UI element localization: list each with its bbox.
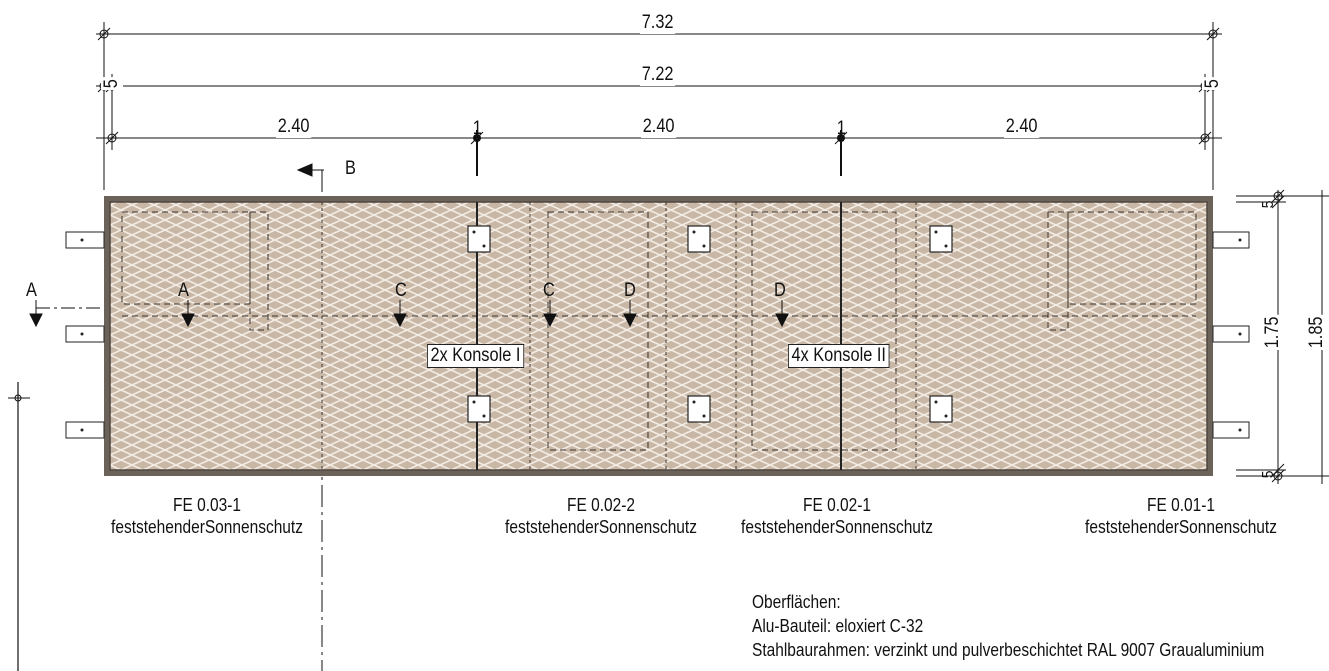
- dim-joint-1: 1: [472, 118, 482, 139]
- element-code: FE 0.02-2: [567, 495, 635, 515]
- dim-bay-1: 2.40: [276, 116, 312, 138]
- console-right-label: 4x Konsole II: [788, 344, 890, 368]
- section-d-left-label: D: [624, 280, 636, 301]
- dim-overall-outer: 7.32: [640, 12, 676, 34]
- section-a-inner-label: A: [178, 280, 189, 301]
- dim-bay-2: 2.40: [641, 116, 677, 138]
- section-a-outer-label: A: [26, 280, 37, 301]
- hidden-outlines: [121, 211, 1197, 451]
- section-c-left-label: C: [395, 280, 407, 301]
- dim-bay-3: 2.40: [1004, 116, 1040, 138]
- notes-line-aluminium: Alu-Bauteil: eloxiert C-32: [752, 616, 924, 636]
- section-b-label: B: [345, 158, 356, 179]
- dim-height-inner: 1.75: [1262, 314, 1284, 350]
- dim-top-offset: 5: [1260, 200, 1277, 209]
- panel-joints: [321, 202, 917, 470]
- dim-end-offset-right: 5: [1202, 77, 1224, 90]
- dim-end-offset-left: 5: [101, 77, 123, 90]
- notes-title: Oberflächen:: [752, 592, 841, 612]
- dimension-lines: [96, 22, 1222, 190]
- element-code: FE 0.03-1: [173, 495, 241, 515]
- notes-line-steel-frame: Stahlbaurahmen: verzinkt und pulverbesch…: [752, 640, 1265, 660]
- console-left-label: 2x Konsole I: [427, 344, 524, 368]
- section-d-right-label: D: [774, 280, 786, 301]
- element-type: feststehenderSonnenschutz: [741, 517, 933, 537]
- section-c-right-label: C: [543, 280, 555, 301]
- element-type: feststehenderSonnenschutz: [505, 517, 697, 537]
- element-code: FE 0.02-1: [803, 495, 871, 515]
- element-type: feststehenderSonnenschutz: [111, 517, 303, 537]
- section-a-marker: [8, 300, 104, 671]
- dim-overall-inner: 7.22: [640, 64, 676, 86]
- element-label-fe-0-02-1: FE 0.02-1 feststehenderSonnenschutz: [738, 494, 936, 538]
- element-code: FE 0.01-1: [1147, 495, 1215, 515]
- section-arrows: [181, 300, 789, 328]
- sun-screen-panel: [104, 196, 1213, 476]
- surface-notes: Oberflächen: Alu-Bauteil: eloxiert C-32 …: [752, 590, 1264, 662]
- side-brackets: [65, 231, 1250, 439]
- element-label-fe-0-02-2: FE 0.02-2 feststehenderSonnenschutz: [502, 494, 700, 538]
- dim-height-outer: 1.85: [1306, 314, 1328, 350]
- dim-joint-2: 1: [836, 118, 846, 139]
- element-label-fe-0-01-1: FE 0.01-1 feststehenderSonnenschutz: [1082, 494, 1280, 538]
- element-label-fe-0-03-1: FE 0.03-1 feststehenderSonnenschutz: [108, 494, 306, 538]
- dim-bottom-offset: 5: [1260, 470, 1277, 479]
- element-type: feststehenderSonnenschutz: [1085, 517, 1277, 537]
